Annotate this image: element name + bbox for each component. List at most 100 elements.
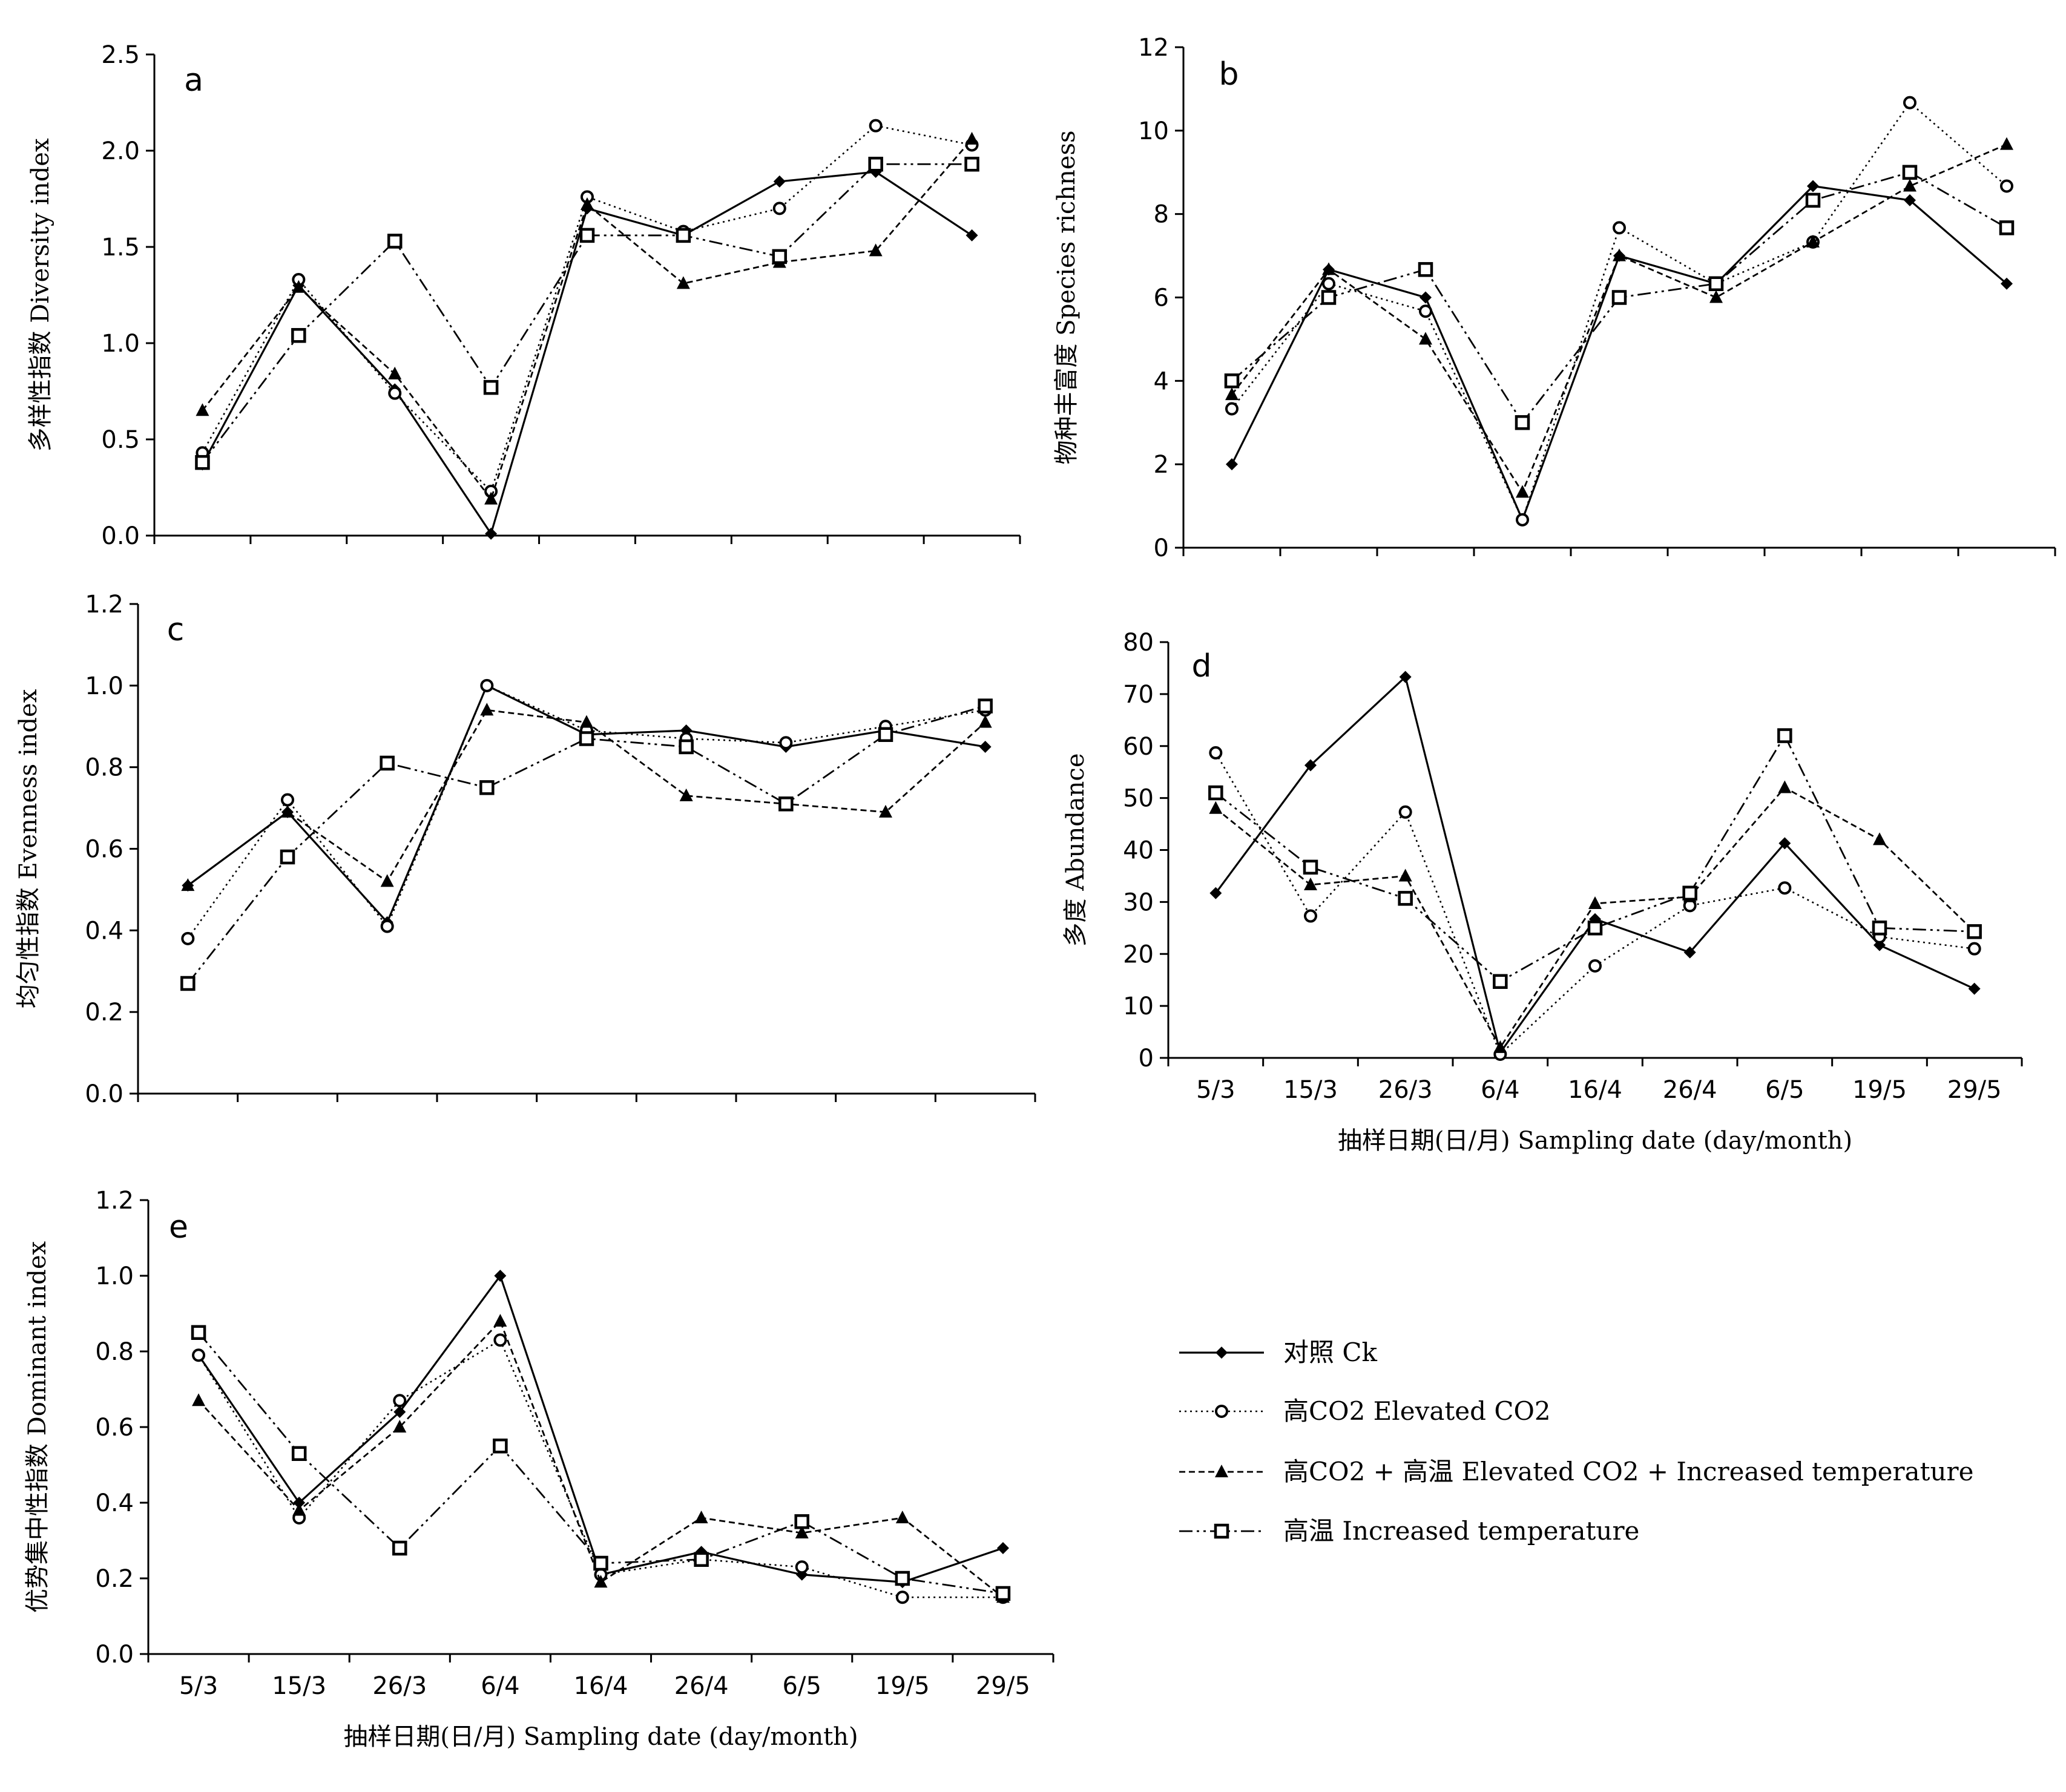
- data-point: [1208, 785, 1223, 801]
- data-point: [1968, 982, 1981, 995]
- x-tick-label: 6/4: [1481, 1076, 1519, 1104]
- data-point: [581, 197, 594, 211]
- data-point: [1904, 194, 1916, 206]
- data-point: [1708, 276, 1724, 292]
- data-point: [1209, 801, 1223, 814]
- data-point: [580, 715, 593, 728]
- legend-label: 高CO2 Elevated CO2: [1283, 1396, 1551, 1426]
- data-point: [1419, 332, 1432, 345]
- legend-item: 高CO2 Elevated CO2: [1179, 1396, 1551, 1426]
- y-axis-title: 均匀性指数 Evenness index: [15, 689, 42, 1008]
- y-tick-label: 0.8: [95, 1338, 134, 1366]
- y-tick-label: 0.2: [95, 1565, 134, 1593]
- data-point: [1903, 179, 1916, 192]
- data-point: [1709, 290, 1723, 303]
- data-point: [1805, 192, 1821, 208]
- data-point: [794, 1514, 809, 1529]
- panel-e: 0.0 0.2 0.4 0.6 0.8 1.0 1.2 5/3 15/3 26/3 6/4 16/4 2…: [24, 1187, 1054, 1751]
- panel-c: 0.0 0.2 0.4 0.6 0.8 1.0 1.2 c 均匀性指数 Evenness ind…: [15, 591, 1036, 1108]
- data-point: [493, 1439, 508, 1454]
- data-point: [1418, 262, 1433, 277]
- y-tick-label: 0.5: [101, 426, 140, 454]
- data-point: [895, 1570, 910, 1586]
- data-point: [1613, 221, 1626, 235]
- data-point: [393, 1394, 407, 1408]
- series-4: [191, 1325, 1011, 1601]
- data-point: [995, 1586, 1011, 1601]
- data-point: [1493, 1040, 1507, 1053]
- data-point: [979, 740, 992, 753]
- data-point: [1419, 304, 1432, 318]
- data-point: [1303, 859, 1318, 875]
- y-tick-label: 1.0: [101, 330, 140, 358]
- panel-letter: a: [184, 62, 203, 99]
- data-point: [480, 703, 494, 716]
- data-point: [895, 1511, 909, 1523]
- data-point: [281, 804, 294, 818]
- data-point: [868, 157, 883, 172]
- x-tick-label: 6/4: [481, 1672, 519, 1700]
- data-point: [869, 243, 883, 257]
- series-line: [202, 125, 972, 493]
- data-point: [795, 1526, 809, 1538]
- series-2: [196, 119, 979, 498]
- data-point: [1304, 909, 1317, 923]
- legend-marker: [1215, 1465, 1228, 1477]
- x-tick-label: 26/3: [1378, 1076, 1433, 1104]
- data-point: [1778, 780, 1792, 793]
- data-point: [1778, 837, 1791, 850]
- data-point: [593, 1555, 608, 1571]
- data-point: [479, 780, 495, 795]
- y-tick-label: 0.6: [85, 836, 123, 864]
- y-tick-label: 0.4: [95, 1489, 134, 1517]
- data-point: [579, 731, 594, 746]
- y-tick-label: 1.2: [85, 591, 123, 619]
- series-line: [1215, 734, 1975, 983]
- data-point: [1226, 458, 1238, 471]
- data-point: [594, 1575, 608, 1588]
- data-point: [1322, 277, 1335, 290]
- data-point: [1304, 878, 1317, 891]
- data-point: [280, 849, 295, 865]
- y-tick-label: 2.5: [101, 41, 140, 69]
- y-tick-label: 0.0: [95, 1641, 134, 1669]
- data-point: [494, 1270, 507, 1282]
- y-tick-label: 40: [1123, 837, 1154, 865]
- series-line: [1231, 143, 2007, 494]
- panel-letter: c: [167, 612, 185, 648]
- y-tick-label: 2.0: [101, 137, 140, 165]
- data-point: [1209, 746, 1223, 760]
- x-tick-label: 19/5: [875, 1672, 930, 1700]
- series-line: [187, 705, 986, 984]
- y-tick-label: 0: [1139, 1045, 1154, 1072]
- legend-label: 高温 Increased temperature: [1283, 1516, 1639, 1546]
- y-tick-label: 0.6: [95, 1414, 134, 1442]
- data-point: [694, 1552, 709, 1567]
- data-point: [1225, 402, 1239, 416]
- data-point: [1903, 96, 1916, 110]
- data-point: [493, 1333, 507, 1347]
- data-point: [380, 755, 395, 771]
- panel-b: 0 2 4 6 8 10 12 b 物种丰富度 Species richness: [1053, 34, 2056, 562]
- y-tick-label: 1.2: [95, 1187, 134, 1215]
- y-tick-label: 10: [1123, 993, 1154, 1020]
- data-point: [1322, 262, 1335, 275]
- data-point: [1588, 896, 1602, 909]
- data-point: [679, 788, 693, 801]
- data-point: [772, 202, 786, 215]
- data-point: [966, 229, 978, 241]
- x-tick-label: 26/4: [1663, 1076, 1717, 1104]
- x-tick-label: 5/3: [179, 1672, 218, 1700]
- data-point: [180, 976, 196, 991]
- series-line: [1231, 101, 2007, 522]
- data-point: [196, 403, 209, 416]
- data-point: [694, 1511, 708, 1523]
- x-tick-label: 15/3: [272, 1672, 326, 1700]
- series-line: [1215, 675, 1975, 1055]
- series-4: [180, 698, 993, 991]
- legend-item: 高温 Increased temperature: [1179, 1516, 1639, 1546]
- y-tick-label: 0.2: [85, 999, 123, 1026]
- data-point: [1420, 291, 1432, 304]
- data-point: [1902, 165, 1918, 180]
- panel-letter: b: [1219, 56, 1239, 93]
